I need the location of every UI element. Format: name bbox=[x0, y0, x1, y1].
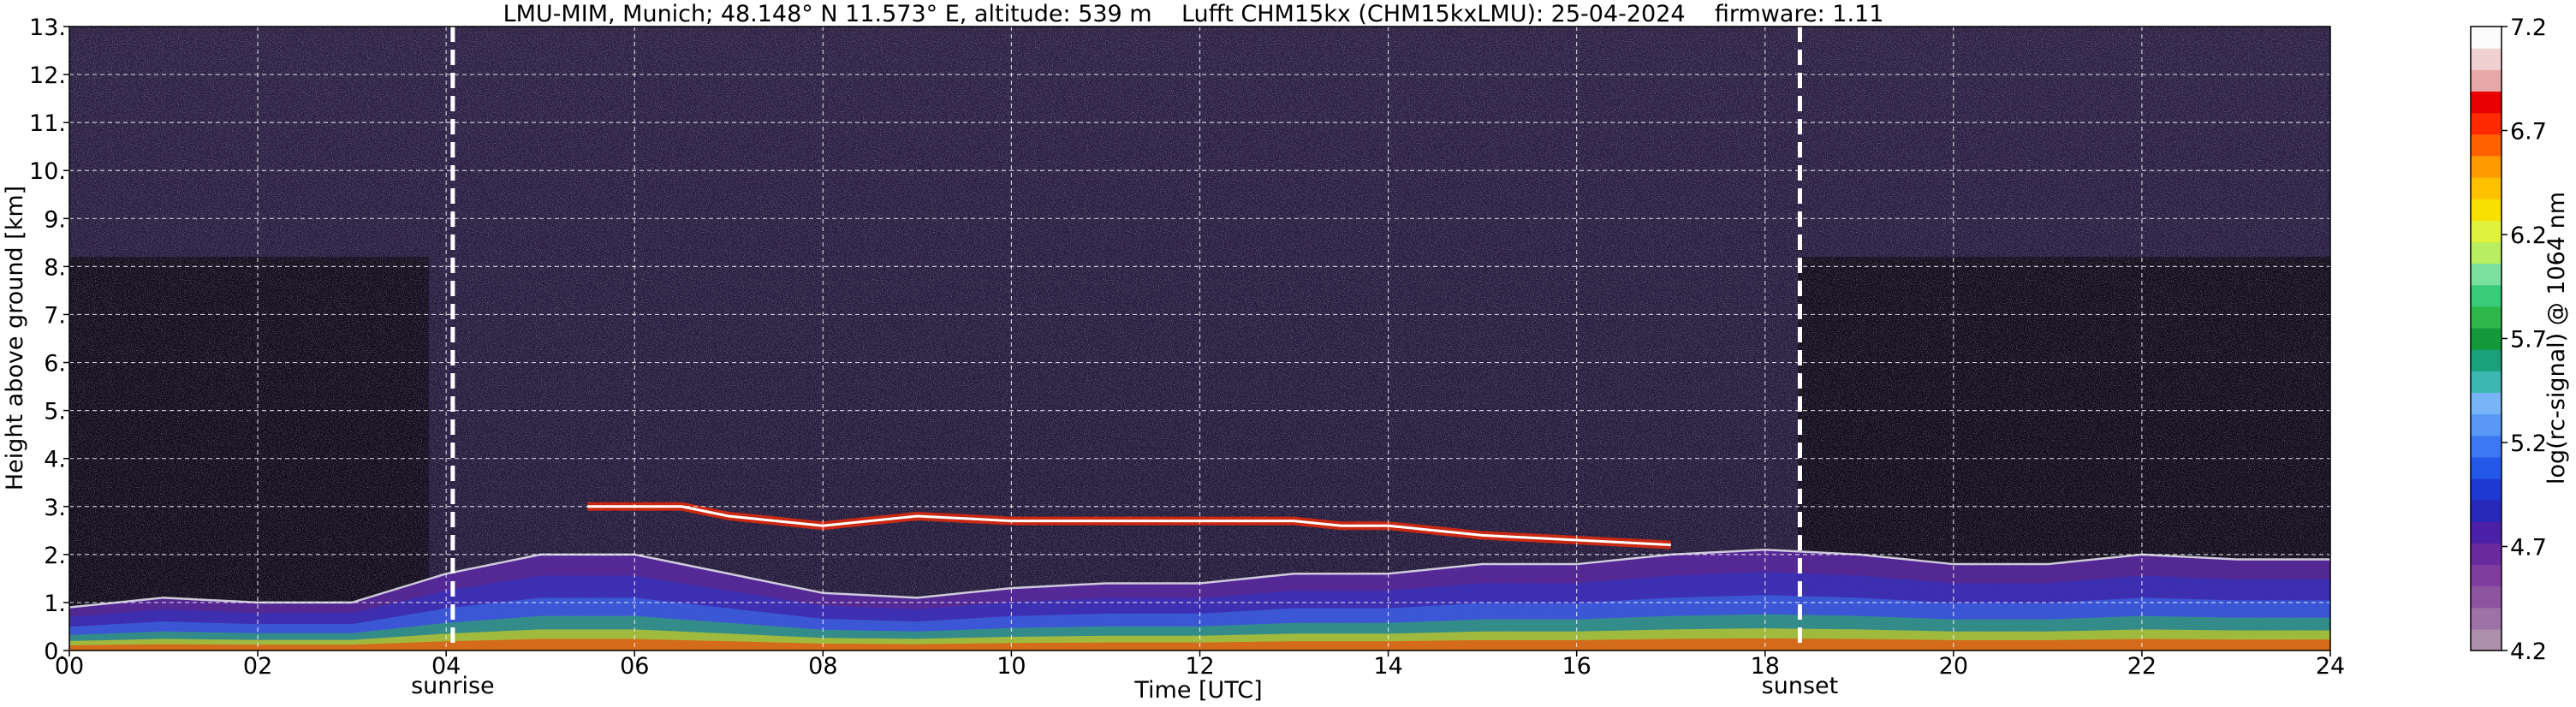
colorbar-segment bbox=[2471, 27, 2502, 49]
chart-title: LMU-MIM, Munich; 48.148° N 11.573° E, al… bbox=[503, 1, 1884, 27]
x-tick-label: 18 bbox=[1751, 653, 1780, 680]
colorbar-segment bbox=[2471, 413, 2502, 437]
colorbar-tick-label: 4.7 bbox=[2510, 535, 2547, 561]
x-tick-label: 10 bbox=[996, 653, 1026, 680]
colorbar-segment bbox=[2471, 327, 2502, 350]
y-tick-label: 12. bbox=[29, 62, 66, 89]
colorbar-tick-label: 4.2 bbox=[2510, 639, 2547, 665]
colorbar-segment bbox=[2471, 500, 2502, 522]
colorbar-segment bbox=[2471, 349, 2502, 371]
x-tick-label: 20 bbox=[1939, 653, 1968, 680]
colorbar-segment bbox=[2471, 543, 2502, 566]
y-axis-label: Height above ground [km] bbox=[2, 186, 28, 490]
y-tick-label: 4. bbox=[44, 447, 66, 473]
colorbar-segment bbox=[2471, 564, 2502, 587]
colorbar-segment bbox=[2471, 392, 2502, 415]
y-tick-label: 7. bbox=[44, 302, 66, 329]
y-tick-label: 3. bbox=[44, 495, 66, 521]
colorbar-segment bbox=[2471, 91, 2502, 114]
x-tick-label: 22 bbox=[2127, 653, 2157, 680]
y-tick-label: 13. bbox=[29, 15, 66, 41]
colorbar-segment bbox=[2471, 176, 2502, 199]
colorbar-tick-label: 7.2 bbox=[2510, 15, 2547, 41]
colorbar-segment bbox=[2471, 263, 2502, 286]
colorbar-segment bbox=[2471, 134, 2502, 157]
x-tick-label: 16 bbox=[1562, 653, 1591, 680]
x-tick-label: 02 bbox=[243, 653, 272, 680]
colorbar-segment bbox=[2471, 69, 2502, 92]
x-axis-ticks: 00 02 04 06 08 10 12 14 16 18 20 22 24 bbox=[55, 651, 2345, 680]
colorbar-tick-label: 5.2 bbox=[2510, 431, 2547, 457]
colorbar-segment bbox=[2471, 456, 2502, 479]
y-tick-label: 1. bbox=[44, 591, 66, 617]
y-tick-label: 6. bbox=[44, 351, 66, 377]
event-marker-label: sunset bbox=[1762, 673, 1839, 699]
colorbar-segment bbox=[2471, 628, 2502, 651]
colorbar-segment bbox=[2471, 478, 2502, 501]
colorbar-tick-label: 5.7 bbox=[2510, 327, 2547, 354]
x-tick-label: 06 bbox=[620, 653, 649, 680]
colorbar-segment bbox=[2471, 284, 2502, 307]
y-tick-label: 0. bbox=[44, 639, 66, 665]
y-axis-ticks: 0. 1. 2. 3. 4. 5. 6. 7. 8. 9. 10. 11. 12. 13. bbox=[29, 15, 69, 665]
colorbar-segment bbox=[2471, 306, 2502, 329]
colorbar-segment bbox=[2471, 48, 2502, 70]
x-tick-label: 14 bbox=[1373, 653, 1402, 680]
colorbar-segment bbox=[2471, 112, 2502, 135]
y-tick-label: 11. bbox=[29, 110, 66, 137]
colorbar-segment bbox=[2471, 585, 2502, 609]
x-tick-label: 12 bbox=[1185, 653, 1214, 680]
colorbar-segment bbox=[2471, 521, 2502, 544]
colorbar-segment bbox=[2471, 199, 2502, 221]
colorbar-segment bbox=[2471, 371, 2502, 393]
x-tick-label: 08 bbox=[808, 653, 837, 680]
y-tick-label: 2. bbox=[44, 543, 66, 569]
event-markers: sunrise sunset bbox=[411, 27, 1838, 699]
colorbar-tick-label: 6.7 bbox=[2510, 119, 2547, 146]
y-tick-label: 5. bbox=[44, 399, 66, 425]
colorbar-segment bbox=[2471, 435, 2502, 458]
colorbar: 4.2 4.7 5.2 5.7 6.2 6.7 7.2 bbox=[2470, 15, 2547, 665]
event-marker-label: sunrise bbox=[411, 673, 495, 699]
colorbar-segment bbox=[2471, 220, 2502, 242]
x-tick-label: 24 bbox=[2316, 653, 2345, 680]
colorbar-label: log(rc-signal) @ 1064 nm bbox=[2543, 192, 2570, 484]
colorbar-segment bbox=[2471, 241, 2502, 264]
colorbar-segment bbox=[2471, 607, 2502, 630]
y-tick-label: 9. bbox=[44, 206, 66, 233]
y-tick-label: 8. bbox=[44, 254, 66, 281]
x-tick-label: 00 bbox=[55, 653, 84, 680]
x-tick-label: 04 bbox=[431, 653, 461, 680]
cloud-layers bbox=[587, 502, 1671, 550]
colorbar-segment bbox=[2471, 155, 2502, 178]
y-tick-label: 10. bbox=[29, 158, 66, 185]
x-axis-label: Time [UTC] bbox=[1133, 677, 1262, 704]
colorbar-tick-label: 6.2 bbox=[2510, 223, 2547, 249]
cloud-top bbox=[587, 505, 1671, 547]
grid-lines bbox=[69, 27, 2330, 651]
